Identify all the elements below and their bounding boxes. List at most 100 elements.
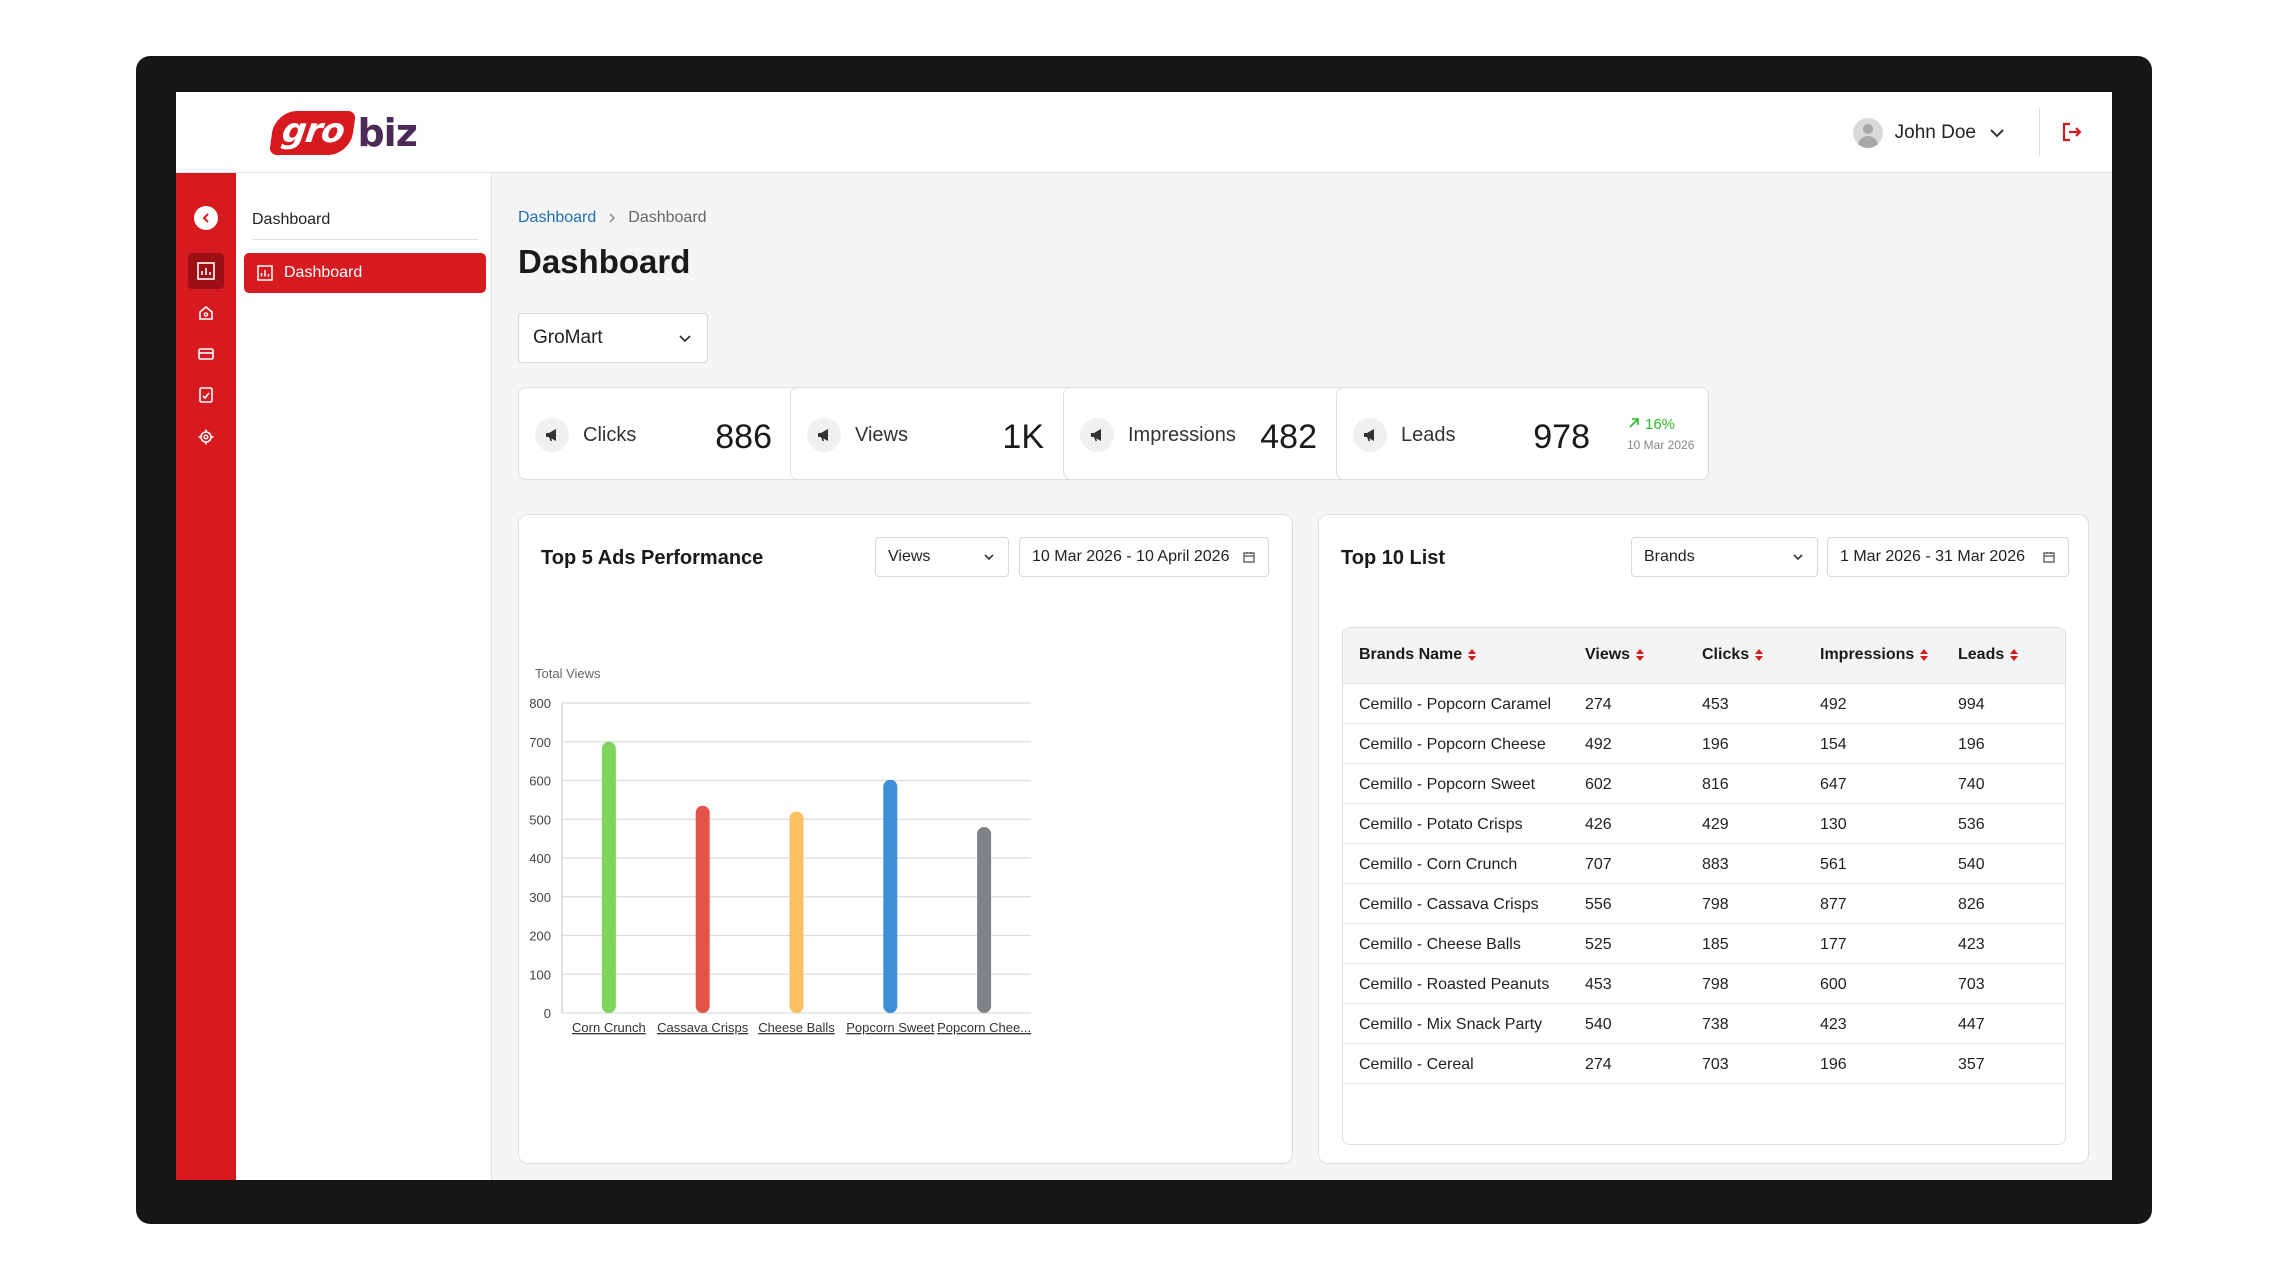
chevron-left-icon [202,213,209,223]
table-cell: 423 [1958,936,1985,953]
table-cell: 738 [1702,1016,1729,1033]
table-row[interactable]: Cemillo - Mix Snack Party 540 738 423 447 [1343,1004,2065,1044]
megaphone-icon [1353,418,1387,452]
table-cell: 540 [1958,856,1985,873]
table-cell: 492 [1585,736,1612,753]
table-cell: 561 [1820,856,1847,873]
column-header[interactable]: Clicks [1702,646,1764,664]
top-list-title: Top 10 List [1341,547,1446,569]
home-icon [199,305,213,320]
breadcrumb: Dashboard Dashboard [518,209,707,227]
column-header[interactable]: Brands Name [1359,646,1477,664]
top-list-table: Brands Name Views Clicks Impressions Leads C… [1342,627,2066,1145]
bar-4[interactable] [883,779,898,1013]
kpi-delta-value: 16% [1645,416,1676,433]
bar-3[interactable] [789,811,804,1014]
table-cell: 877 [1820,896,1847,913]
megaphone-icon [807,418,841,452]
top-bar: gro biz John Doe [176,92,2112,173]
table-cell: Cemillo - Roasted Peanuts [1359,976,1550,993]
rail-reports[interactable] [188,377,224,413]
trend-up-icon [1629,418,1639,428]
table-row[interactable]: Cemillo - Popcorn Cheese 492 196 154 196 [1343,724,2065,764]
column-header[interactable]: Impressions [1820,646,1929,664]
table-cell: Cemillo - Corn Crunch [1359,856,1518,873]
table-cell: 647 [1820,776,1847,793]
user-menu[interactable]: John Doe [1852,116,2006,150]
table-row[interactable]: Cemillo - Cereal 274 703 196 357 [1343,1044,2065,1084]
ads-date-range-picker[interactable]: 10 Mar 2026 - 10 April 2026 [1019,537,1269,577]
bar-1[interactable] [601,741,616,1013]
table-cell: 703 [1958,976,1985,993]
column-header[interactable]: Views [1585,646,1645,664]
logout-icon[interactable] [2058,118,2086,146]
sort-icon [1755,649,1764,661]
list-date-range-picker[interactable]: 1 Mar 2026 - 31 Mar 2026 [1827,537,2069,577]
y-tick-label: 0 [544,1006,551,1021]
column-header-label: Views [1585,646,1631,663]
breadcrumb-root[interactable]: Dashboard [518,209,597,226]
table-cell: 816 [1702,776,1729,793]
collapse-sidebar-button[interactable] [194,206,218,230]
column-header-label: Brands Name [1359,646,1463,663]
kpi-label: Clicks [583,424,637,446]
rail-cards[interactable] [188,336,224,372]
store-select[interactable]: GroMart [518,313,708,363]
table-cell: 536 [1958,816,1985,833]
rail-dashboard[interactable] [188,253,224,289]
table-cell: 426 [1585,816,1612,833]
chevron-right-icon [609,213,616,223]
table-row[interactable]: Cemillo - Cassava Crisps 556 798 877 826 [1343,884,2065,924]
metric-select[interactable]: Views [875,537,1009,577]
x-tick-label: Popcorn Sweet [846,1020,935,1035]
table-row[interactable]: Cemillo - Corn Crunch 707 883 561 540 [1343,844,2065,884]
dashboard-icon [197,262,215,280]
table-cell: 994 [1958,696,1985,713]
table-cell: 600 [1820,976,1847,993]
subnav-item-dashboard[interactable]: Dashboard [244,253,486,293]
user-name: John Doe [1894,122,1976,143]
table-header: Brands Name Views Clicks Impressions Leads [1343,628,2065,684]
table-cell: Cemillo - Popcorn Sweet [1359,776,1536,793]
megaphone-icon [1080,418,1114,452]
kpi-label: Views [855,424,908,446]
kpi-delta: 16% [1627,416,1675,433]
bar-5[interactable] [977,827,992,1013]
table-row[interactable]: Cemillo - Popcorn Caramel 274 453 492 994 [1343,684,2065,724]
avatar [1852,118,1883,148]
table-row[interactable]: Cemillo - Potato Crisps 426 429 130 536 [1343,804,2065,844]
rail-settings[interactable] [188,419,224,455]
kpi-label: Leads [1401,424,1456,446]
page-title: Dashboard [518,243,691,280]
table-row[interactable]: Cemillo - Popcorn Sweet 602 816 647 740 [1343,764,2065,804]
group-select-value: Brands [1644,548,1695,565]
table-cell: Cemillo - Cereal [1359,1056,1474,1073]
table-row[interactable]: Cemillo - Roasted Peanuts 453 798 600 703 [1343,964,2065,1004]
column-header[interactable]: Leads [1958,646,2019,664]
bar-2[interactable] [695,805,710,1013]
table-cell: 274 [1585,696,1612,713]
chevron-down-icon [1793,554,1803,561]
report-icon [199,387,213,403]
grobiz-logo[interactable]: gro biz [268,108,418,158]
table-cell: Cemillo - Cassava Crisps [1359,896,1539,913]
table-cell: 707 [1585,856,1612,873]
table-cell: 453 [1585,976,1612,993]
x-tick-label: Corn Crunch [572,1020,646,1035]
table-row[interactable]: Cemillo - Cheese Balls 525 185 177 423 [1343,924,2065,964]
kpi-value: 1K [1002,418,1044,456]
column-header-label: Leads [1958,646,2005,663]
kpi-value: 978 [1533,418,1590,456]
y-axis-title: Total Views [535,666,601,681]
column-header-label: Clicks [1702,646,1750,663]
table-cell: 703 [1702,1056,1729,1073]
table-cell: 453 [1702,696,1729,713]
rail-home[interactable] [188,295,224,331]
logo-gro: gro [268,111,357,155]
table-cell: 196 [1702,736,1729,753]
table-cell: 429 [1702,816,1729,833]
table-cell: 492 [1820,696,1847,713]
y-tick-label: 500 [529,812,551,827]
table-cell: Cemillo - Popcorn Cheese [1359,736,1546,753]
group-select[interactable]: Brands [1631,537,1818,577]
